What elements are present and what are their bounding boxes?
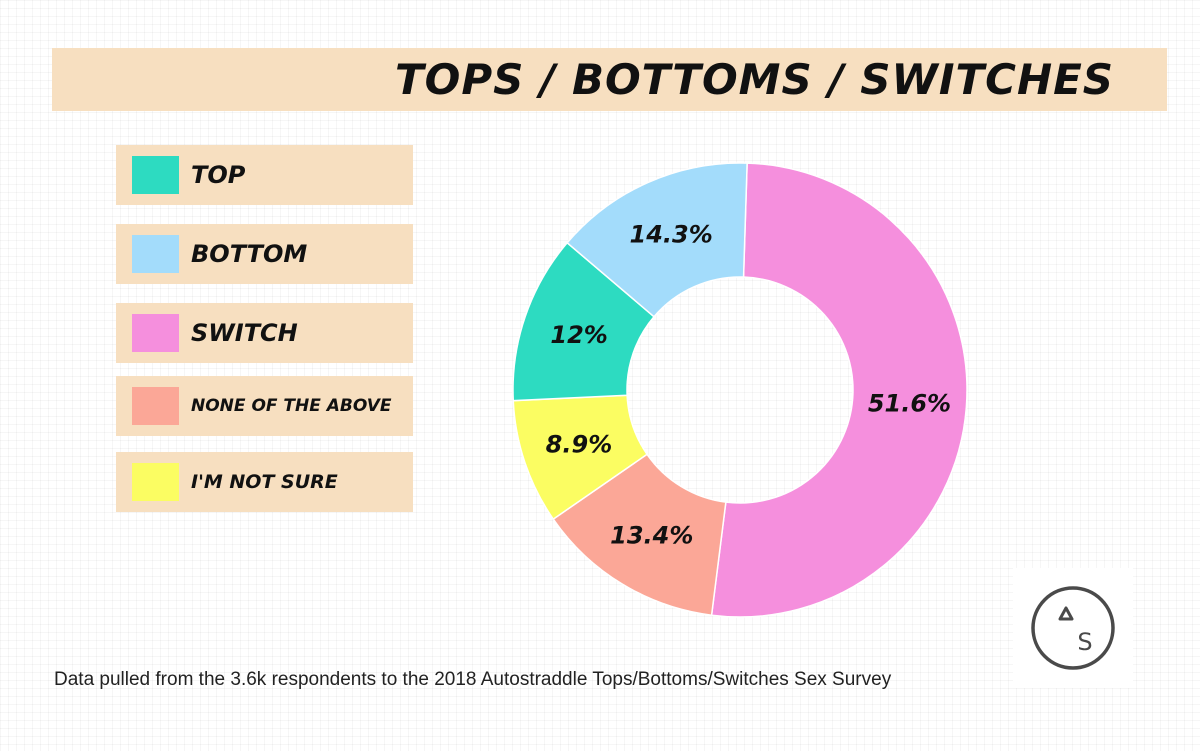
legend-label-none-of-the-above: NONE OF THE ABOVE <box>191 396 392 416</box>
slice-label-bottom: 14.3% <box>630 221 713 249</box>
legend-swatch-none-of-the-above <box>132 387 179 425</box>
svg-text:S: S <box>1077 628 1092 656</box>
legend-item-switch: SWITCH <box>116 303 413 363</box>
autostraddle-logo-mark: S <box>1031 586 1115 670</box>
title-banner <box>52 48 1167 111</box>
legend-label-top: TOP <box>191 161 246 189</box>
legend-item-none-of-the-above: NONE OF THE ABOVE <box>116 376 413 436</box>
slice-label-top: 12% <box>550 321 607 349</box>
legend-swatch-top <box>132 156 179 194</box>
slice-none-of-the-above <box>552 453 727 617</box>
legend-item-top: TOP <box>116 145 413 205</box>
slice-bottom <box>566 162 748 318</box>
legend-label-bottom: BOTTOM <box>191 240 308 268</box>
legend-label-switch: SWITCH <box>191 319 298 347</box>
autostraddle-logo: S <box>1013 568 1133 688</box>
legend-swatch-switch <box>132 314 179 352</box>
slice-switch <box>710 162 968 618</box>
source-note: Data pulled from the 3.6k respondents to… <box>54 669 892 690</box>
legend-swatch-bottom <box>132 235 179 273</box>
legend-swatch-not-sure <box>132 463 179 501</box>
legend-item-bottom: BOTTOM <box>116 224 413 284</box>
slice-label-switch: 51.6% <box>868 389 951 417</box>
donut-chart: 51.6% 13.4% 8.9% 12% 14.3% <box>512 162 968 618</box>
chart-title: TOPS / BOTTOMS / SWITCHES <box>395 55 1115 104</box>
legend-label-not-sure: I'M NOT SURE <box>191 471 338 493</box>
slice-label-not-sure: 8.9% <box>546 430 613 458</box>
legend-item-not-sure: I'M NOT SURE <box>116 452 413 512</box>
slice-label-none-of-the-above: 13.4% <box>610 521 693 549</box>
